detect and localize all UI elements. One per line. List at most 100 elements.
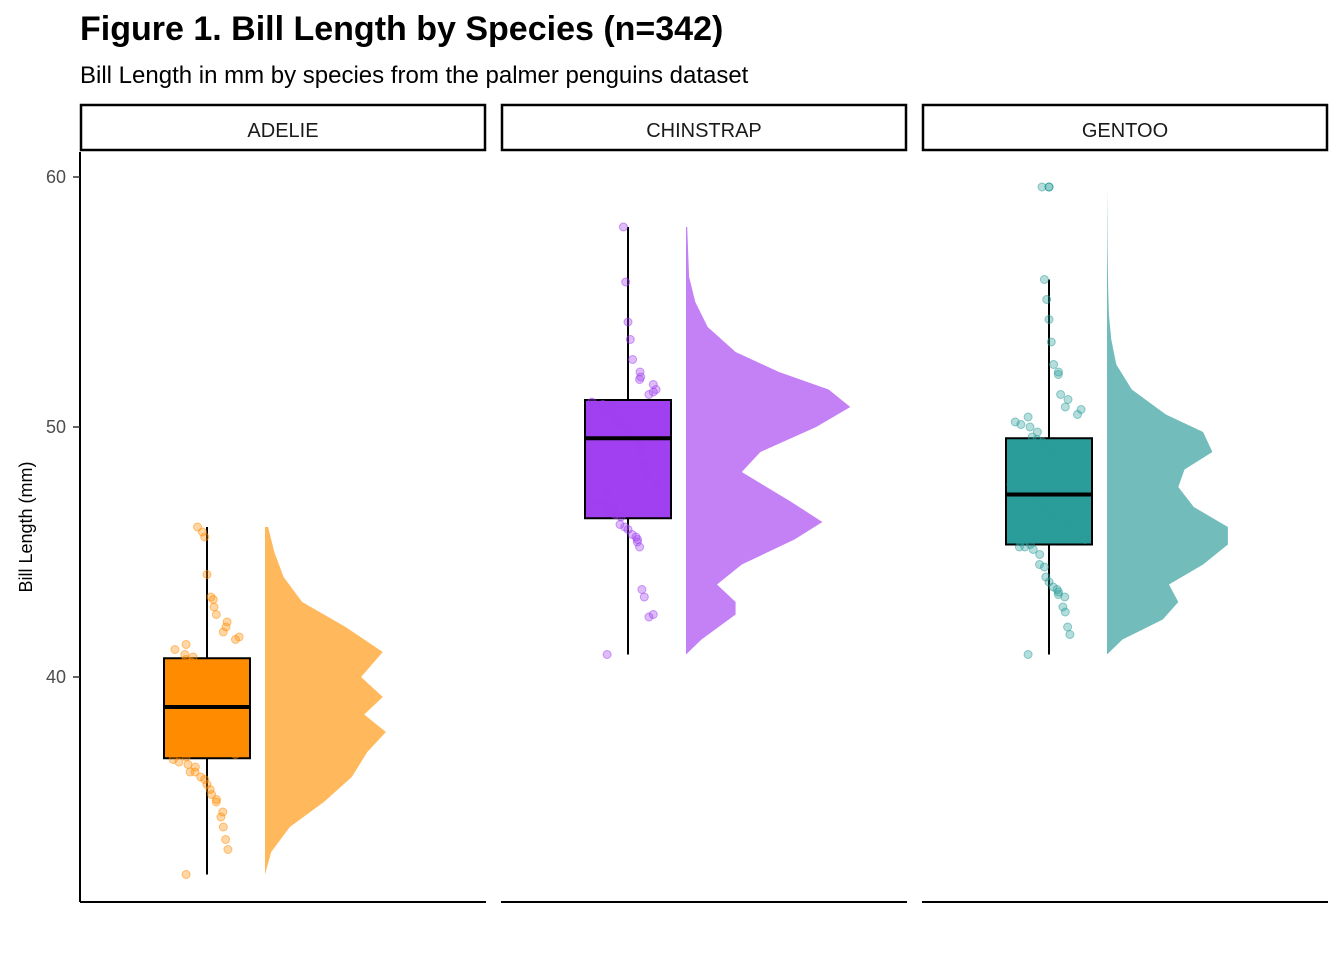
data-point [639,592,649,602]
data-point [168,755,178,764]
data-point [642,470,652,479]
data-point [625,335,635,344]
data-point [609,502,619,512]
data-point [1042,295,1052,304]
facet-strip [500,103,908,152]
data-point [1063,622,1073,632]
data-point [170,645,180,654]
data-point [234,747,244,757]
data-point [648,610,658,619]
facet-strip-label: CHINSTRAP [646,120,762,142]
outlier-point [1044,182,1054,192]
data-point [618,222,628,232]
data-point [1023,412,1033,422]
density-cloud [265,527,386,875]
data-point [591,497,601,507]
data-point [211,797,221,807]
data-point [200,532,210,542]
data-point [652,482,661,492]
data-point [1044,315,1054,324]
data-point [196,772,206,782]
data-point [615,520,625,529]
data-point [1028,545,1038,554]
data-point [186,710,196,719]
data-point [181,752,191,762]
data-point [621,277,631,287]
data-point [587,397,597,407]
data-point [637,585,647,594]
panel-adelie: ADELIE [79,103,487,903]
data-point [1065,477,1075,487]
data-point [1025,540,1035,549]
data-point [1049,360,1059,369]
data-point [602,650,612,659]
data-point [601,500,611,509]
data-point [644,390,654,399]
data-point [180,650,190,659]
data-point [635,367,645,377]
data-point [1050,510,1060,519]
data-point [602,485,612,494]
panel-gentoo: GENTOO [921,103,1329,903]
data-point [205,785,215,794]
data-point [223,845,233,854]
data-point [181,640,191,649]
data-point [620,522,630,532]
data-point [216,812,226,822]
y-axis: 40 50 60 [46,152,81,902]
facet-strip-label: GENTOO [1082,120,1168,142]
data-point [623,317,633,327]
data-point [218,735,228,744]
data-point [607,410,617,419]
data-point [183,760,193,769]
chart-subtitle: Bill Length in mm by species from the pa… [80,62,749,89]
data-point [186,657,196,667]
data-point [623,427,633,437]
facet-strip-label: ADELIE [247,120,318,142]
data-point [218,627,228,637]
data-point [193,660,202,669]
data-point [1060,527,1070,537]
y-axis-label: Bill Length (mm) [16,461,36,592]
data-point [598,400,608,409]
y-tick-label: 60 [46,167,66,187]
data-point [1060,607,1070,617]
data-point [1078,530,1088,539]
data-point [639,442,649,452]
data-point [221,835,231,844]
facet-strip [79,103,487,152]
data-point [1056,390,1066,399]
data-point [1039,562,1049,572]
data-point [607,402,617,412]
data-point [599,407,609,417]
data-point [1041,572,1051,582]
data-point [211,610,221,619]
data-point [620,422,630,432]
data-point [1060,592,1070,602]
chart-title: Figure 1. Bill Length by Species (n=342) [80,10,724,48]
data-point [218,807,228,817]
data-point [1010,417,1020,427]
data-point [204,677,214,687]
data-point [202,570,212,579]
data-point [1035,560,1044,569]
box-iqr [1005,437,1093,546]
data-point [610,510,620,519]
data-point [648,380,658,389]
data-point [1053,370,1063,379]
data-point [1046,337,1056,347]
data-point [232,695,242,704]
data-point [1032,427,1042,437]
data-point [218,822,228,832]
data-point [193,522,202,532]
data-point [1058,602,1068,612]
data-point [614,415,624,424]
data-point [190,762,200,772]
data-point [1035,550,1045,559]
data-point [628,355,638,364]
data-point [1060,402,1070,412]
data-point [651,385,661,394]
data-point [181,870,191,879]
data-point [202,780,212,789]
